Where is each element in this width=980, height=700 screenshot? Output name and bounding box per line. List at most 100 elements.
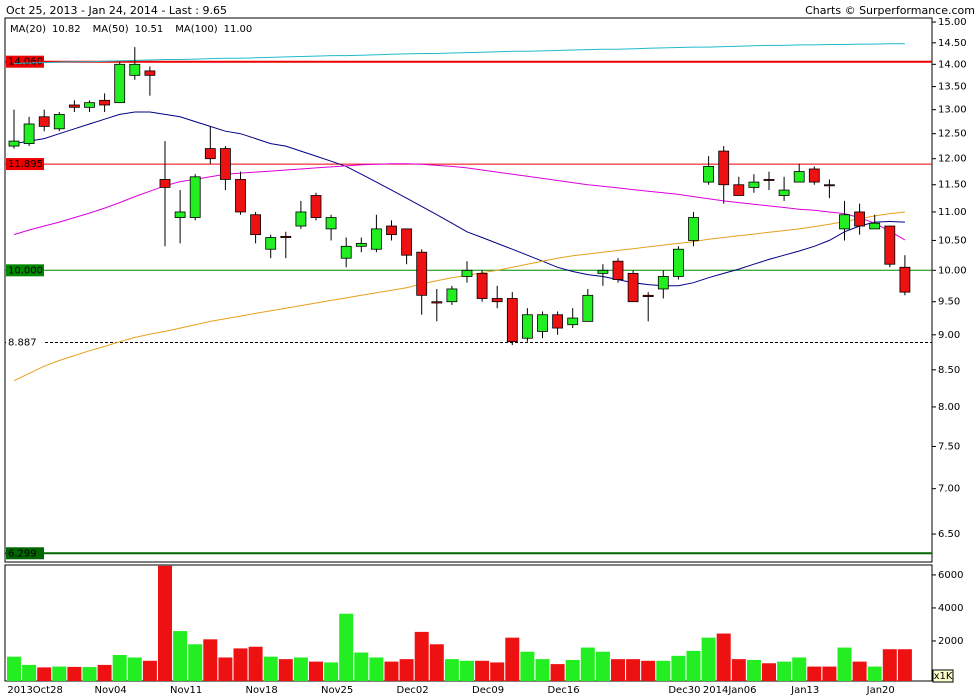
- y-tick-label: 10.00: [938, 265, 967, 276]
- volume-bar: [22, 664, 37, 681]
- candle-body: [235, 179, 246, 213]
- candle-body: [491, 298, 503, 303]
- candle-body: [84, 102, 95, 108]
- source: Charts © Surperformance.com: [805, 4, 975, 17]
- candle-body: [567, 317, 579, 326]
- volume-bar: [716, 633, 731, 681]
- volume-bar: [882, 649, 897, 681]
- candle-body: [476, 272, 488, 299]
- y-tick-label: 13.50: [938, 82, 967, 93]
- volume-bar: [731, 659, 746, 681]
- volume-bar: [580, 647, 595, 681]
- volume-bar: [158, 565, 172, 681]
- volume-bar: [777, 661, 792, 681]
- volume-bar: [278, 659, 293, 681]
- candle-body: [642, 294, 654, 297]
- volume-bar: [701, 637, 716, 681]
- x-tick-label: Dec02: [397, 685, 429, 696]
- volume-bar: [203, 639, 218, 681]
- level-label-box: [6, 547, 44, 560]
- level-label: 8.887: [8, 338, 37, 349]
- volume-bar: [293, 657, 308, 681]
- volume-bar: [671, 655, 686, 681]
- candle-body: [718, 150, 730, 186]
- volume-bar: [746, 659, 761, 681]
- volume-tick-label: 2000: [938, 636, 963, 647]
- candle-body: [159, 179, 171, 188]
- candle-body: [401, 228, 413, 256]
- y-tick-label: 7.50: [938, 441, 960, 452]
- candle-body: [325, 217, 337, 230]
- candle-body: [763, 179, 775, 181]
- candle-body: [748, 181, 760, 188]
- volume-bar: [67, 666, 82, 681]
- y-tick-label: 11.50: [938, 180, 967, 191]
- candle-body: [688, 217, 699, 241]
- y-tick-label: 12.50: [938, 129, 967, 140]
- candle-body: [355, 242, 367, 247]
- volume-bar: [369, 657, 384, 681]
- x-tick-label: Dec16: [548, 685, 580, 696]
- candle-body: [673, 248, 684, 277]
- volume-bar: [807, 666, 822, 681]
- x-tick-label: Nov25: [321, 685, 353, 696]
- volume-bar: [339, 613, 354, 681]
- y-tick-label: 10.50: [938, 235, 967, 246]
- volume-bar: [324, 662, 339, 681]
- candle-body: [69, 104, 80, 108]
- x-tick-label: Nov18: [245, 685, 277, 696]
- candle-body: [808, 168, 820, 183]
- candle-body: [53, 114, 65, 130]
- x-tick-label: Nov11: [170, 685, 202, 696]
- volume-bar: [354, 652, 369, 681]
- volume-bar: [37, 667, 52, 681]
- candle-body: [869, 222, 881, 230]
- candle-body: [733, 184, 745, 196]
- volume-bar: [309, 661, 323, 681]
- level-label: 6.299: [8, 548, 37, 559]
- candle-body: [537, 314, 548, 332]
- candle-body: [386, 225, 397, 236]
- volume-tick-label: 6000: [938, 570, 963, 581]
- candle-body: [204, 148, 216, 160]
- volume-bar: [792, 657, 807, 681]
- candle-body: [552, 314, 563, 329]
- volume-bar: [52, 666, 67, 681]
- volume-bar: [82, 667, 97, 681]
- x-tick-label: 2013Oct28: [7, 685, 62, 696]
- unit-label: x1K: [934, 671, 953, 682]
- volume-bar: [520, 651, 535, 681]
- legend-name: MA(20): [10, 24, 46, 35]
- y-tick-label: 14.50: [938, 38, 967, 49]
- y-tick-label: 11.00: [938, 207, 967, 218]
- volume-bar: [656, 660, 671, 681]
- level-label: 14.060: [8, 57, 43, 68]
- volume-bar: [837, 647, 852, 681]
- y-tick-label: 12.00: [938, 154, 967, 165]
- y-tick-label: 8.50: [938, 365, 960, 376]
- volume-tick-label: 4000: [938, 603, 963, 614]
- y-tick-label: 15.00: [938, 17, 967, 28]
- candle-body: [310, 195, 322, 218]
- candle-body: [129, 63, 141, 76]
- candle-body: [189, 176, 201, 218]
- candle-body: [657, 276, 669, 290]
- ma-line: [13, 43, 905, 64]
- volume-bar: [112, 655, 127, 681]
- volume-bar: [762, 663, 776, 681]
- y-tick-label: 7.00: [938, 484, 960, 495]
- volume-bar: [897, 649, 912, 681]
- volume-bar: [535, 659, 550, 681]
- volume-bar: [399, 659, 414, 681]
- candle-body: [612, 260, 624, 280]
- volume-bar: [414, 631, 429, 681]
- chart-title: Oct 25, 2013 - Jan 24, 2014 - Last : 9.6…: [6, 4, 227, 17]
- candle-body: [99, 99, 110, 106]
- legend-name: MA(100): [175, 24, 217, 35]
- candle-body: [778, 189, 790, 196]
- candle-body: [219, 148, 231, 180]
- candle-body: [144, 70, 156, 76]
- volume-bar: [490, 662, 505, 681]
- volume-bar: [142, 660, 157, 681]
